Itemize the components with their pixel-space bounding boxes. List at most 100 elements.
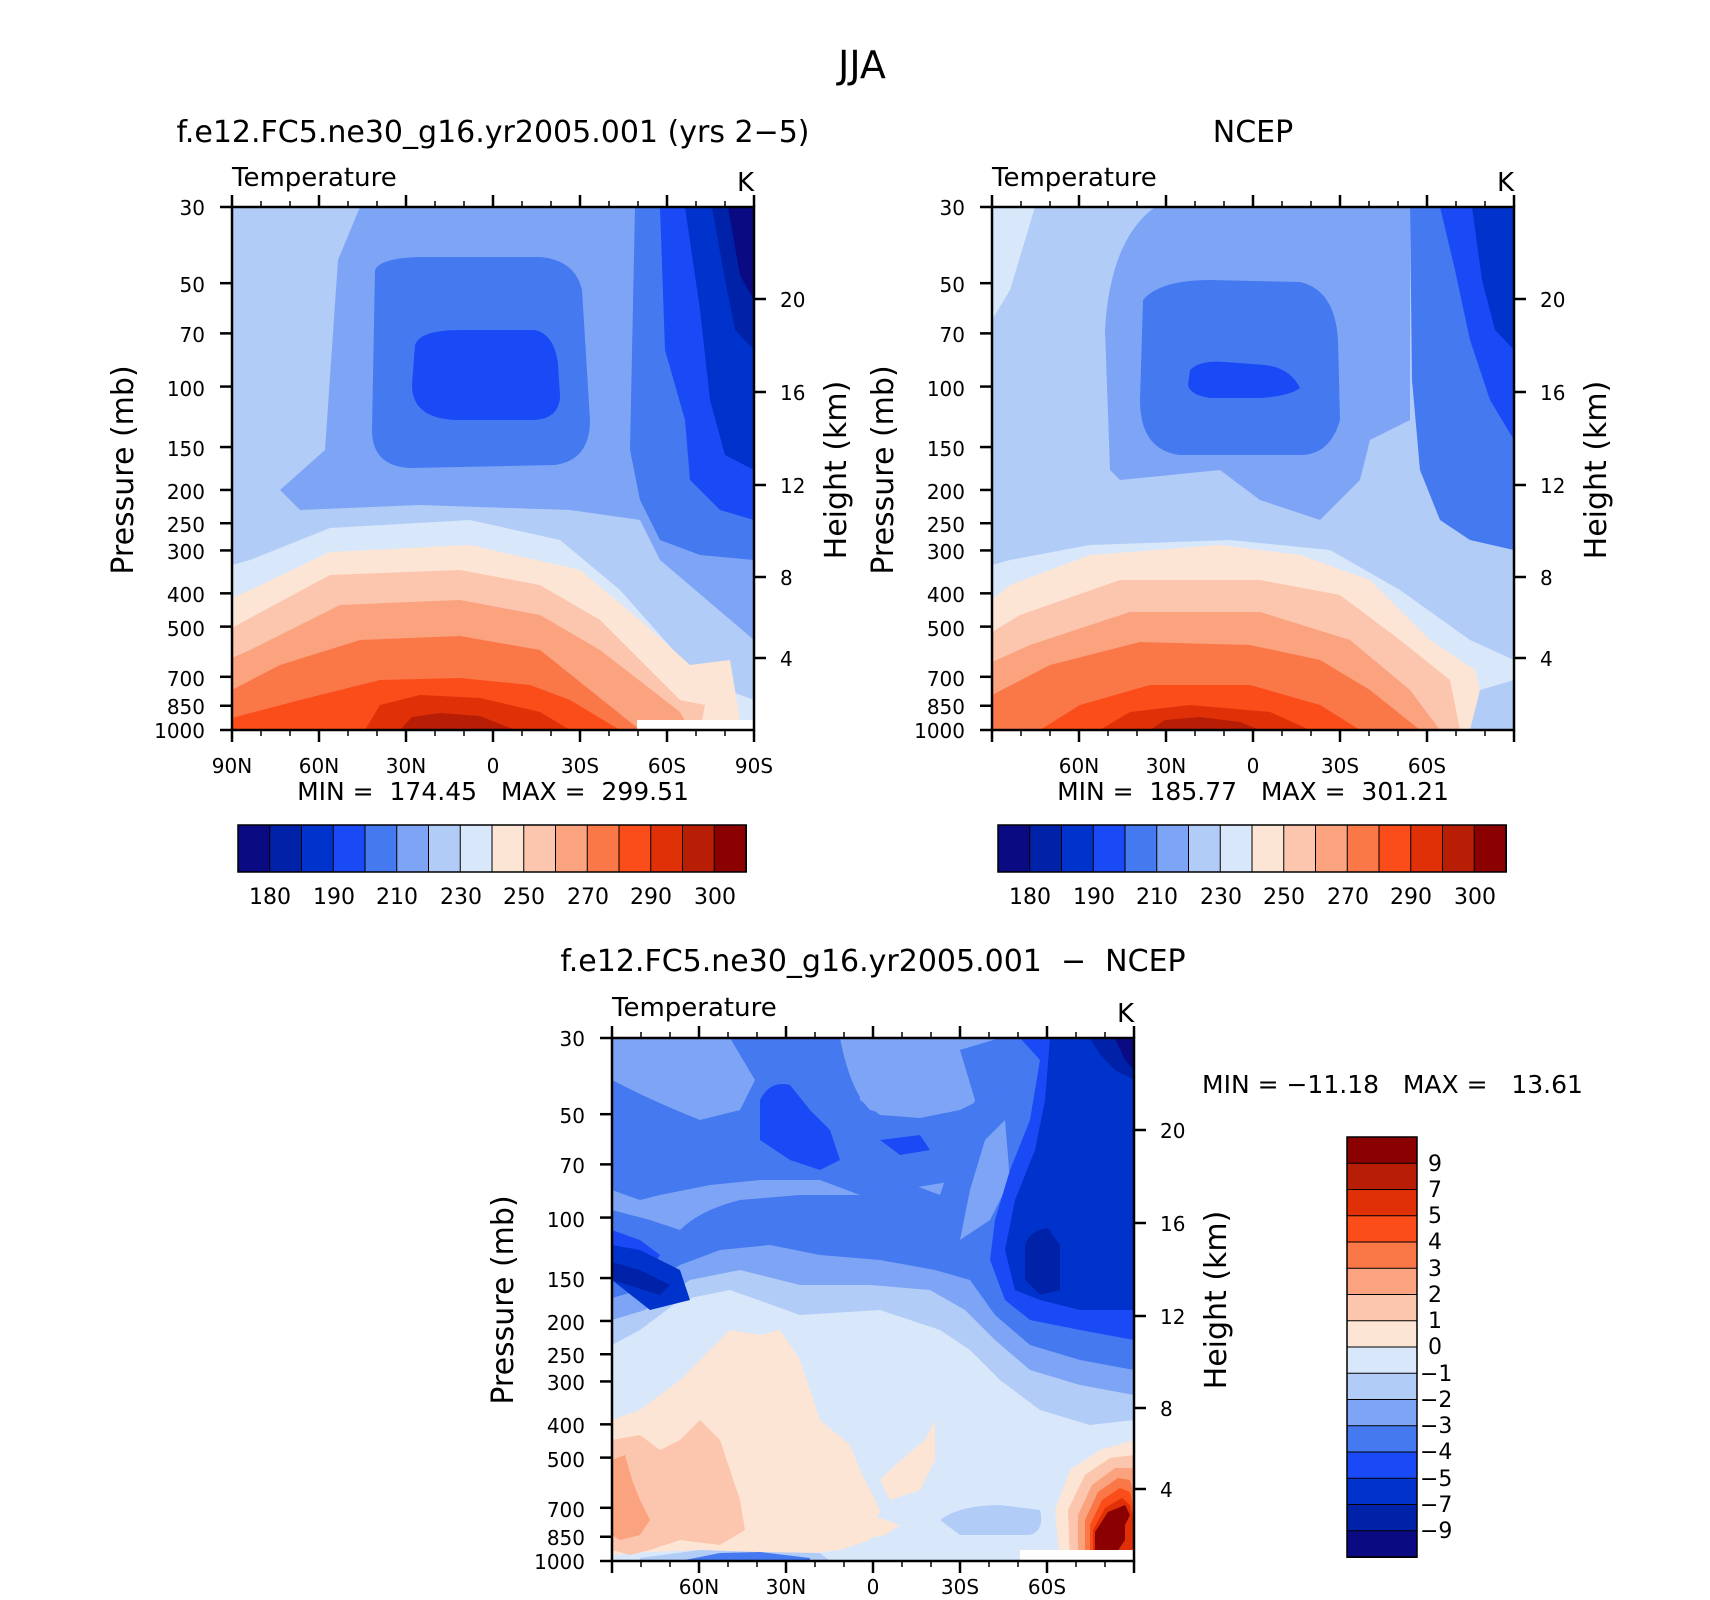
y-tick-label: 70 bbox=[940, 323, 965, 347]
colorbar-cells bbox=[237, 824, 747, 873]
y-axis-right: 20 16 12 8 4 bbox=[780, 288, 805, 671]
colorbar: 180 190 210 230 250 270 290 300 bbox=[997, 824, 1507, 910]
colorbar-cell bbox=[396, 824, 430, 873]
y-tick-label: 400 bbox=[167, 583, 205, 607]
colorbar-cell bbox=[301, 824, 335, 873]
missing-data-patch bbox=[637, 720, 754, 730]
y-axis-right: 20 16 12 8 4 bbox=[1160, 1119, 1185, 1502]
x-tick-label: 90N bbox=[212, 754, 252, 778]
colorbar-cell bbox=[1219, 824, 1253, 873]
y-tick-label: 1000 bbox=[534, 1550, 585, 1574]
x-axis: 60N 30N 0 30S 60S bbox=[679, 1575, 1066, 1599]
colorbar-frame bbox=[997, 824, 1507, 873]
y-right-tick-label: 16 bbox=[780, 381, 805, 405]
y-tick-label: 250 bbox=[547, 1344, 585, 1368]
colorbar-cell bbox=[1346, 824, 1380, 873]
contour-level-210 bbox=[1188, 361, 1300, 398]
panel-subtitle-left: Temperature bbox=[231, 163, 397, 193]
colorbar-cell bbox=[1473, 824, 1507, 873]
y-axis-label-right: Height (km) bbox=[819, 381, 854, 560]
y-axis-left: 30 50 70 100 150 200 250 300 400 500 700… bbox=[914, 196, 965, 743]
colorbar: 9 7 5 4 3 2 1 0 −1 −2 −3 −4 −5 −7 −9 bbox=[1346, 1136, 1452, 1558]
x-tick-label: 60S bbox=[1028, 1575, 1066, 1599]
colorbar-cell bbox=[1061, 824, 1095, 873]
colorbar-label: −4 bbox=[1420, 1440, 1452, 1465]
y-tick-label: 30 bbox=[940, 196, 965, 220]
colorbar-cell bbox=[1442, 824, 1476, 873]
colorbar-cell bbox=[1346, 1136, 1418, 1165]
x-tick-label: 60N bbox=[299, 754, 339, 778]
colorbar-cell bbox=[1378, 824, 1412, 873]
colorbar-label: 0 bbox=[1428, 1335, 1442, 1360]
colorbar-cell bbox=[1346, 1320, 1418, 1348]
contour-level-200-right bbox=[1472, 207, 1514, 350]
missing-data-patch bbox=[1020, 1550, 1134, 1561]
colorbar-label: 5 bbox=[1428, 1204, 1442, 1229]
colorbar-label: −3 bbox=[1420, 1414, 1452, 1439]
y-axis-label: Pressure (mb) bbox=[486, 1195, 521, 1404]
colorbar-cell bbox=[1156, 824, 1190, 873]
y-tick-label: 850 bbox=[927, 695, 965, 719]
colorbar-cell bbox=[491, 824, 525, 873]
y-right-tick-label: 8 bbox=[780, 566, 793, 590]
panel-model: f.e12.FC5.ne30_g16.yr2005.001 (yrs 2−5) … bbox=[106, 115, 854, 910]
colorbar-label: −5 bbox=[1420, 1467, 1452, 1492]
colorbar-label: 210 bbox=[376, 885, 418, 910]
y-tick-label: 70 bbox=[180, 323, 205, 347]
contour-field bbox=[992, 207, 1514, 730]
y-tick-label: 200 bbox=[167, 480, 205, 504]
min-max-stats: MIN = −11.18 MAX = 13.61 bbox=[1202, 1070, 1583, 1099]
y-axis-label: Pressure (mb) bbox=[866, 365, 901, 574]
y-tick-label: 150 bbox=[167, 437, 205, 461]
y-right-tick-label: 4 bbox=[1540, 647, 1553, 671]
x-tick-label: 30N bbox=[1146, 754, 1186, 778]
colorbar-cell bbox=[1346, 1267, 1418, 1296]
colorbar-label: −2 bbox=[1420, 1388, 1452, 1413]
colorbar-cell bbox=[650, 824, 684, 873]
colorbar-cell bbox=[1410, 824, 1444, 873]
y-tick-label: 50 bbox=[940, 273, 965, 297]
y-tick-label: 30 bbox=[560, 1027, 585, 1051]
y-tick-label: 400 bbox=[547, 1414, 585, 1438]
colorbar-cell bbox=[1346, 1294, 1418, 1322]
colorbar-label: 270 bbox=[1327, 885, 1369, 910]
contour-level-300 bbox=[1150, 717, 1260, 730]
y-tick-label: 250 bbox=[167, 513, 205, 537]
contour-level-m3-strip bbox=[680, 1552, 810, 1561]
x-tick-label: 30N bbox=[386, 754, 426, 778]
colorbar-cell bbox=[1346, 1162, 1418, 1191]
contour-level-210 bbox=[412, 330, 560, 420]
y-right-tick-label: 20 bbox=[1540, 288, 1565, 312]
panel-subtitle-right: K bbox=[1117, 999, 1135, 1029]
y-tick-label: 250 bbox=[927, 513, 965, 537]
colorbar-cell bbox=[459, 824, 493, 873]
colorbar-cell bbox=[1346, 1215, 1418, 1243]
panel-subtitle-left: Temperature bbox=[611, 993, 777, 1023]
panel-subtitle-right: K bbox=[737, 168, 755, 198]
contour-level-295 bbox=[1100, 705, 1310, 730]
min-max-stats: MIN = 185.77 MAX = 301.21 bbox=[1057, 777, 1449, 806]
colorbar-cell bbox=[1346, 1530, 1418, 1558]
colorbar-cell bbox=[713, 824, 747, 873]
colorbar-cell bbox=[1346, 1477, 1418, 1506]
y-tick-label: 700 bbox=[167, 667, 205, 691]
y-tick-label: 300 bbox=[547, 1371, 585, 1395]
panel-subtitle-right: K bbox=[1497, 168, 1515, 198]
contour-level-m1-strip bbox=[640, 1505, 1042, 1561]
y-tick-label: 100 bbox=[167, 377, 205, 401]
axis-ticks bbox=[220, 195, 1526, 1573]
colorbar-cell bbox=[1283, 824, 1317, 873]
y-tick-label: 700 bbox=[927, 667, 965, 691]
x-tick-label: 0 bbox=[867, 1575, 880, 1599]
colorbar-label: 230 bbox=[1200, 885, 1242, 910]
x-tick-label: 0 bbox=[1247, 754, 1260, 778]
y-right-tick-label: 8 bbox=[1160, 1397, 1173, 1421]
colorbar-label: 190 bbox=[1073, 885, 1115, 910]
colorbar-label: −1 bbox=[1420, 1362, 1452, 1387]
x-tick-label: 0 bbox=[487, 754, 500, 778]
y-tick-label: 850 bbox=[547, 1526, 585, 1550]
y-right-tick-label: 16 bbox=[1540, 381, 1565, 405]
colorbar-cell bbox=[364, 824, 398, 873]
y-axis-left: 30 50 70 100 150 200 250 300 400 500 700… bbox=[534, 1027, 585, 1574]
